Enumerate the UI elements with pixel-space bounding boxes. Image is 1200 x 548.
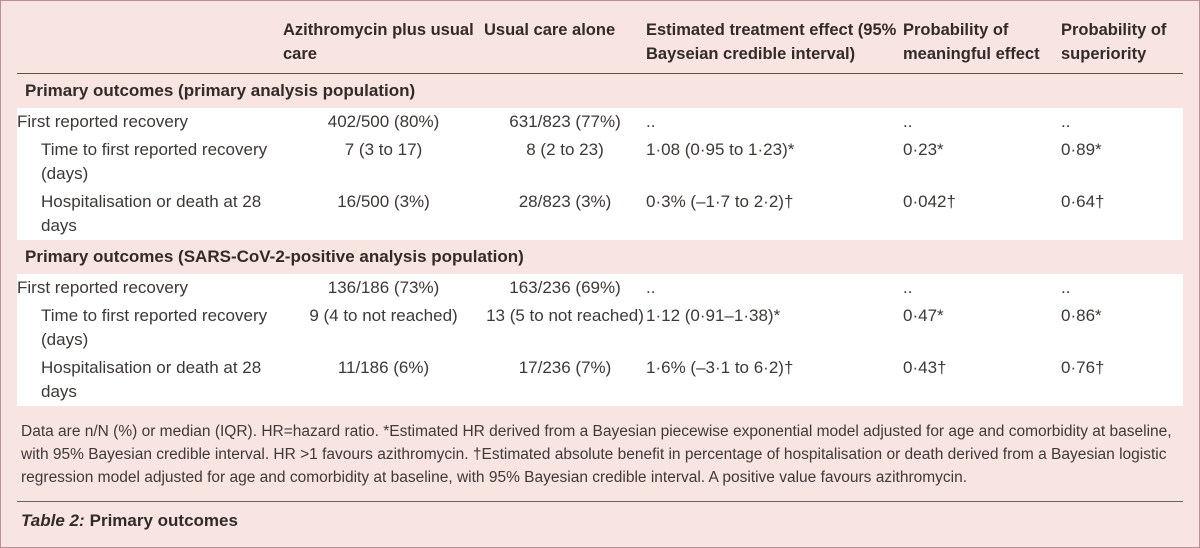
column-header-empty: [17, 1, 283, 74]
table-row: Time to first reported recovery (days) 9 …: [17, 302, 1183, 354]
section-header-row: Primary outcomes (SARS-CoV-2-positive an…: [17, 240, 1183, 274]
section-header-row: Primary outcomes (primary analysis popul…: [17, 73, 1183, 108]
row-label: Time to first reported recovery (days): [17, 302, 283, 354]
column-header-prob-superiority: Probability of superiority: [1061, 1, 1183, 74]
row-label: Hospitalisation or death at 28 days: [17, 188, 283, 240]
header-row: Azithromycin plus usual care Usual care …: [17, 1, 1183, 74]
section-title: Primary outcomes (primary analysis popul…: [17, 73, 1183, 108]
row-label: First reported recovery: [17, 108, 283, 136]
cell-value: 1·12 (0·91–1·38)*: [646, 302, 903, 354]
cell-value: 0·43†: [903, 354, 1061, 406]
cell-value: 402/500 (80%): [283, 108, 484, 136]
table-caption-title: Primary outcomes: [89, 511, 238, 530]
cell-not-applicable: ..: [903, 274, 1061, 302]
column-header-azithromycin: Azithromycin plus usual care: [283, 1, 484, 74]
cell-value: 1·08 (0·95 to 1·23)*: [646, 136, 903, 188]
cell-not-applicable: ..: [646, 108, 903, 136]
table-header: Azithromycin plus usual care Usual care …: [17, 1, 1183, 74]
table-row: Time to first reported recovery (days) 7 …: [17, 136, 1183, 188]
column-header-treatment-effect: Estimated treatment effect (95% Bayseian…: [646, 1, 903, 74]
cell-value: 0·042†: [903, 188, 1061, 240]
row-label: Time to first reported recovery (days): [17, 136, 283, 188]
cell-value: 7 (3 to 17): [283, 136, 484, 188]
table-footnote: Data are n/N (%) or median (IQR). HR=haz…: [21, 423, 1172, 486]
cell-value: 11/186 (6%): [283, 354, 484, 406]
cell-value: 16/500 (3%): [283, 188, 484, 240]
table-row: Hospitalisation or death at 28 days 11/18…: [17, 354, 1183, 406]
cell-value: 13 (5 to not reached): [484, 302, 646, 354]
column-header-prob-meaningful: Probability of meaningful effect: [903, 1, 1061, 74]
row-label: First reported recovery: [17, 274, 283, 302]
cell-value: 0·64†: [1061, 188, 1183, 240]
cell-value: 136/186 (73%): [283, 274, 484, 302]
cell-value: 28/823 (3%): [484, 188, 646, 240]
cell-value: 1·6% (–3·1 to 6·2)†: [646, 354, 903, 406]
row-label: Hospitalisation or death at 28 days: [17, 354, 283, 406]
cell-not-applicable: ..: [1061, 108, 1183, 136]
table-caption: Table 2: Primary outcomes: [17, 501, 1183, 531]
primary-outcomes-table: Azithromycin plus usual care Usual care …: [17, 1, 1183, 406]
cell-not-applicable: ..: [646, 274, 903, 302]
cell-not-applicable: ..: [1061, 274, 1183, 302]
cell-value: 0·3% (–1·7 to 2·2)†: [646, 188, 903, 240]
cell-value: 8 (2 to 23): [484, 136, 646, 188]
table-body: Primary outcomes (primary analysis popul…: [17, 73, 1183, 406]
column-header-usual-care: Usual care alone: [484, 1, 646, 74]
cell-value: 17/236 (7%): [484, 354, 646, 406]
cell-value: 631/823 (77%): [484, 108, 646, 136]
table-row: First reported recovery 136/186 (73%) 163/…: [17, 274, 1183, 302]
cell-not-applicable: ..: [903, 108, 1061, 136]
cell-value: 0·89*: [1061, 136, 1183, 188]
table-row: Hospitalisation or death at 28 days 16/50…: [17, 188, 1183, 240]
cell-value: 0·86*: [1061, 302, 1183, 354]
cell-value: 9 (4 to not reached): [283, 302, 484, 354]
cell-value: 0·76†: [1061, 354, 1183, 406]
cell-value: 0·47*: [903, 302, 1061, 354]
cell-value: 163/236 (69%): [484, 274, 646, 302]
cell-value: 0·23*: [903, 136, 1061, 188]
table-caption-label: Table 2:: [21, 511, 85, 530]
section-title: Primary outcomes (SARS-CoV-2-positive an…: [17, 240, 1183, 274]
table-row: First reported recovery 402/500 (80%) 631/…: [17, 108, 1183, 136]
